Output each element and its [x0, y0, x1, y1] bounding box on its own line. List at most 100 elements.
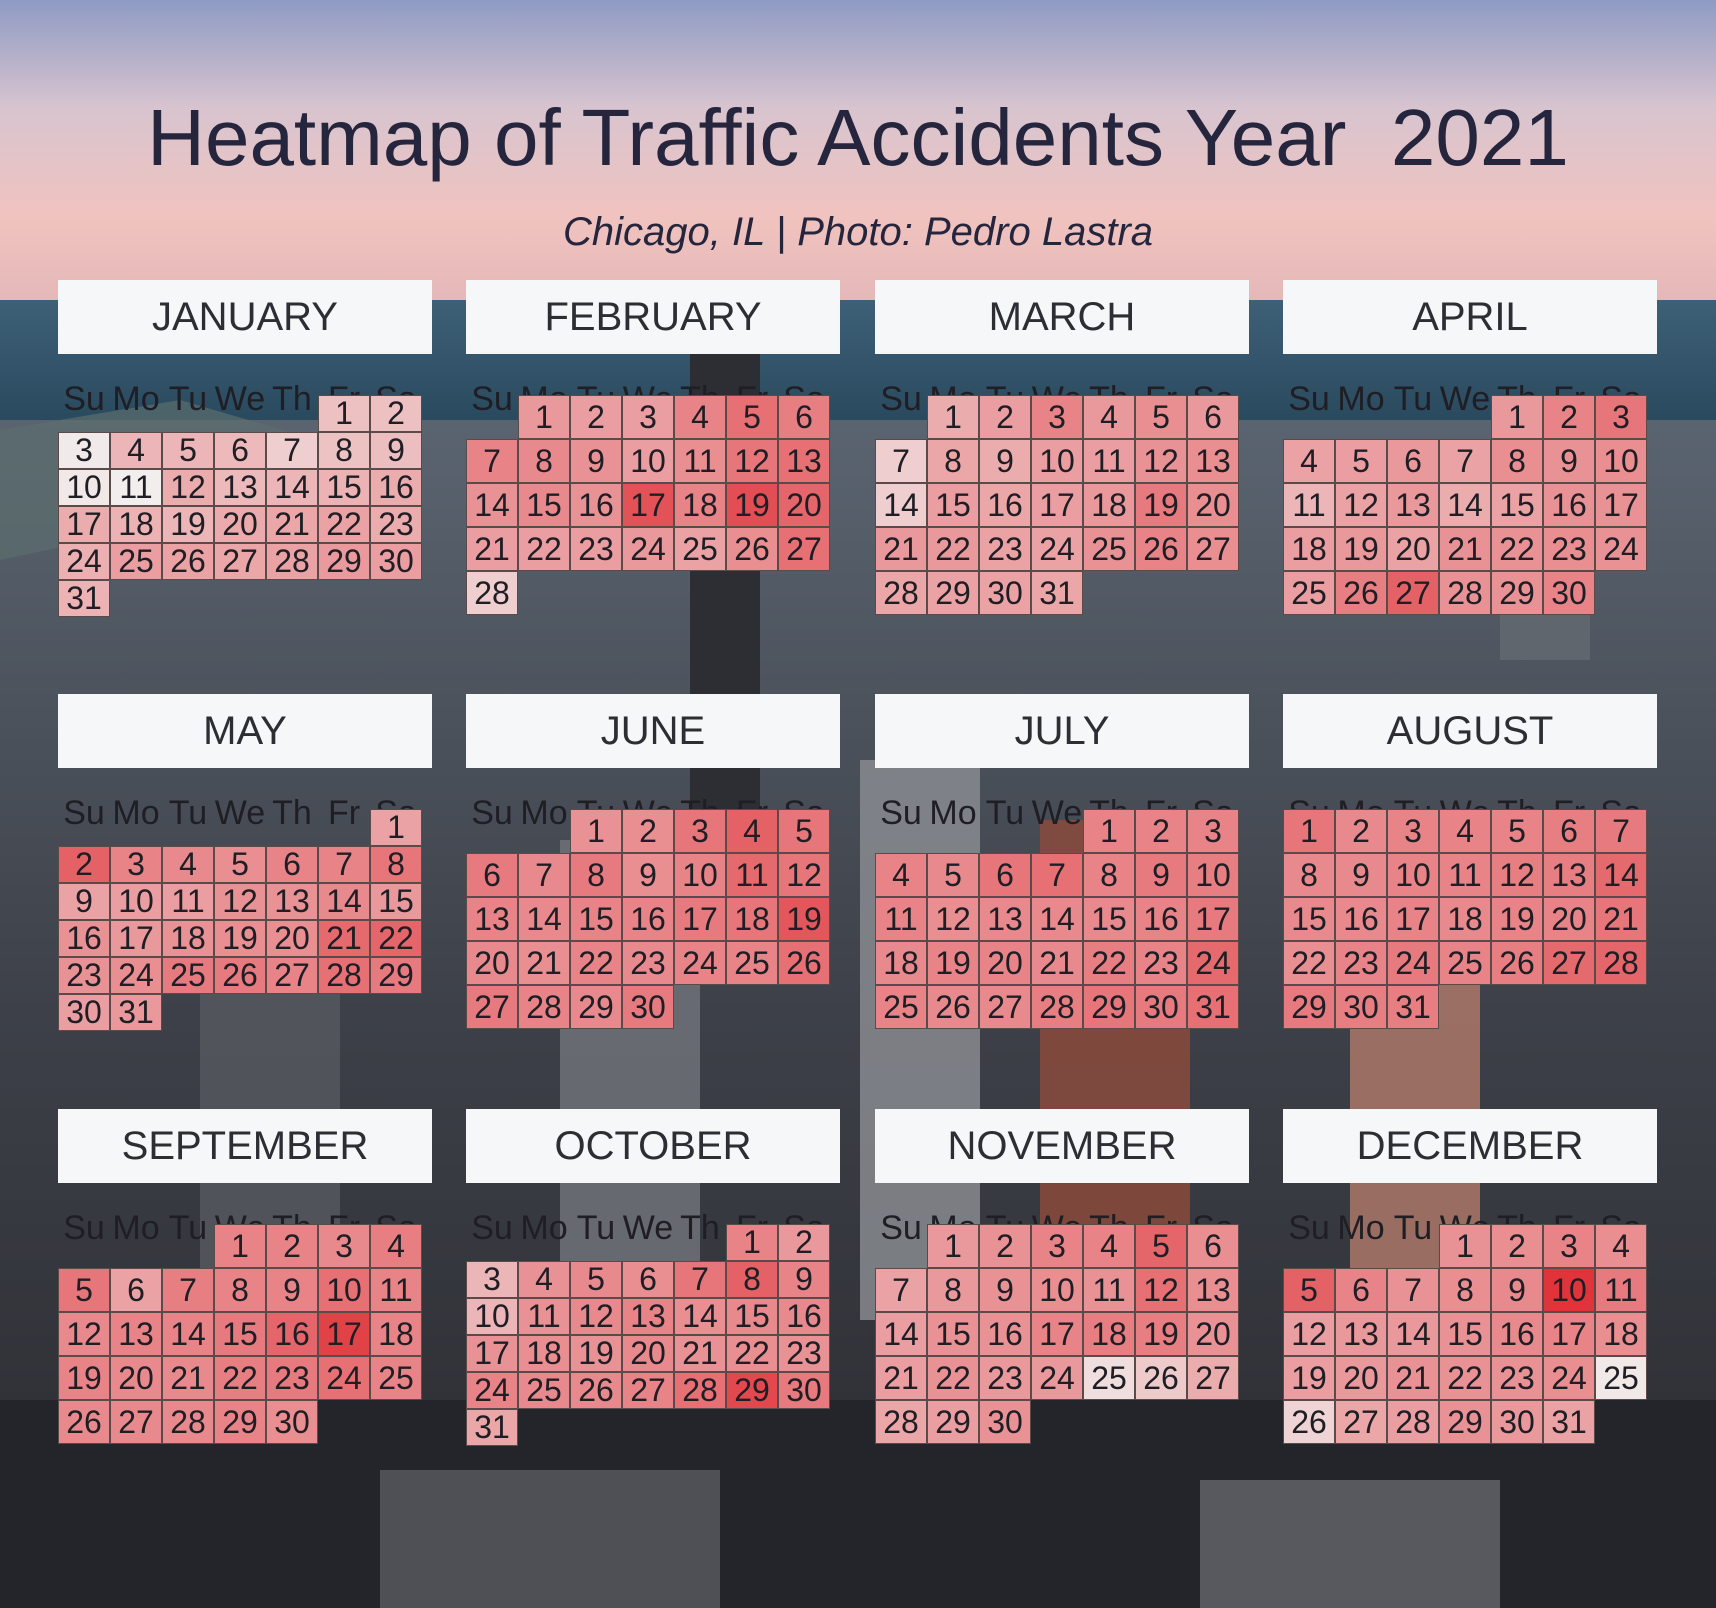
month-header: OCTOBER: [466, 1109, 840, 1183]
day-cell: 14: [1387, 1312, 1439, 1356]
day-cell: 20: [1187, 483, 1239, 527]
day-cell: 28: [875, 1400, 927, 1444]
day-cell: 17: [1187, 897, 1239, 941]
day-cell: 13: [466, 897, 518, 941]
day-cell: 6: [1187, 1224, 1239, 1268]
day-cell: 21: [875, 1356, 927, 1400]
month-may: MAYSuMoTuWeThFrSa12345678910111213141516…: [58, 694, 438, 1154]
day-cell: 19: [1135, 1312, 1187, 1356]
day-cell: 6: [778, 395, 830, 439]
day-cell: 3: [318, 1224, 370, 1268]
day-cell: 14: [466, 483, 518, 527]
day-cell: 5: [778, 809, 830, 853]
day-cell: 3: [1187, 809, 1239, 853]
day-cell: 17: [622, 483, 674, 527]
weekday-label: We: [1439, 380, 1491, 418]
weekday-label: Su: [63, 1209, 105, 1247]
day-cell: 20: [778, 483, 830, 527]
day-cell: 2: [778, 1224, 830, 1261]
month-february: FEBRUARYSuMoTuWeThFrSa123456789101112131…: [466, 280, 846, 740]
day-cell: 19: [1491, 897, 1543, 941]
day-cell: 3: [1387, 809, 1439, 853]
day-cell: 25: [1083, 1356, 1135, 1400]
day-cell: 4: [370, 1224, 422, 1268]
day-cell: 20: [1335, 1356, 1387, 1400]
day-cell: 10: [1031, 439, 1083, 483]
day-cell: 1: [1083, 809, 1135, 853]
day-cell: 22: [570, 941, 622, 985]
day-cell: 9: [570, 439, 622, 483]
day-cell: 15: [1283, 897, 1335, 941]
day-cell: 12: [162, 469, 214, 506]
day-cell: 12: [1491, 853, 1543, 897]
day-cell: 5: [162, 432, 214, 469]
weekday-label: Tu: [168, 1209, 208, 1247]
day-cell: 12: [778, 853, 830, 897]
day-cell: 9: [1491, 1268, 1543, 1312]
day-cell: 7: [875, 1268, 927, 1312]
day-cell: 15: [927, 483, 979, 527]
month-header: AUGUST: [1283, 694, 1657, 768]
day-cell: 14: [1595, 853, 1647, 897]
day-cell: 24: [1543, 1356, 1595, 1400]
day-cell: 10: [622, 439, 674, 483]
day-cell: 3: [674, 809, 726, 853]
day-cell: 29: [370, 957, 422, 994]
day-cell: 30: [979, 571, 1031, 615]
day-cell: 4: [1283, 439, 1335, 483]
day-cell: 30: [370, 543, 422, 580]
day-cell: 18: [1083, 483, 1135, 527]
day-cell: 25: [110, 543, 162, 580]
day-cell: 15: [570, 897, 622, 941]
month-july: JULYSuMoTuWeThFrSa1234567891011121314151…: [875, 694, 1255, 1154]
day-cell: 24: [110, 957, 162, 994]
weekday-label: Tu: [1393, 380, 1433, 418]
month-header: FEBRUARY: [466, 280, 840, 354]
day-cell: 26: [1335, 571, 1387, 615]
day-cell: 23: [266, 1356, 318, 1400]
day-cell: 24: [1595, 527, 1647, 571]
day-cell: 27: [214, 543, 266, 580]
day-cell: 6: [466, 853, 518, 897]
day-cell: 1: [370, 809, 422, 846]
day-cell: 21: [318, 920, 370, 957]
day-cell: 13: [1335, 1312, 1387, 1356]
day-cell: 27: [266, 957, 318, 994]
day-cell: 8: [726, 1261, 778, 1298]
day-cell: 26: [1283, 1400, 1335, 1444]
day-cell: 22: [1083, 941, 1135, 985]
weekday-label: Su: [63, 794, 105, 832]
day-cell: 17: [110, 920, 162, 957]
weekday-label: Mo: [520, 794, 568, 832]
day-cell: 24: [622, 527, 674, 571]
day-cell: 19: [570, 1335, 622, 1372]
day-cell: 3: [110, 846, 162, 883]
day-cell: 20: [266, 920, 318, 957]
day-cell: 28: [162, 1400, 214, 1444]
day-cell: 15: [318, 469, 370, 506]
day-cell: 18: [1283, 527, 1335, 571]
day-cell: 29: [927, 1400, 979, 1444]
day-cell: 14: [875, 1312, 927, 1356]
day-cell: 16: [778, 1298, 830, 1335]
day-cell: 10: [58, 469, 110, 506]
day-cell: 30: [1543, 571, 1595, 615]
day-cell: 11: [1083, 1268, 1135, 1312]
day-cell: 25: [726, 941, 778, 985]
weekday-label: Su: [471, 380, 513, 418]
day-cell: 11: [162, 883, 214, 920]
month-march: MARCHSuMoTuWeThFrSa123456789101112131415…: [875, 280, 1255, 740]
day-cell: 18: [1595, 1312, 1647, 1356]
day-cell: 27: [1543, 941, 1595, 985]
day-cell: 20: [110, 1356, 162, 1400]
day-cell: 13: [1543, 853, 1595, 897]
day-cell: 14: [1439, 483, 1491, 527]
day-cell: 23: [370, 506, 422, 543]
month-header: DECEMBER: [1283, 1109, 1657, 1183]
day-cell: 1: [927, 1224, 979, 1268]
day-cell: 2: [1335, 809, 1387, 853]
day-cell: 26: [1135, 1356, 1187, 1400]
day-cell: 8: [1439, 1268, 1491, 1312]
day-cell: 18: [110, 506, 162, 543]
day-cell: 26: [726, 527, 778, 571]
